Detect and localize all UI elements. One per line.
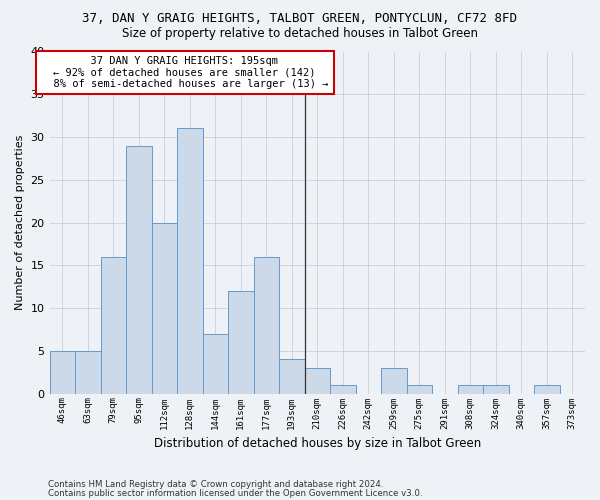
Bar (152, 222, 177, 394)
Bar (534, 385, 560, 394)
Text: 37, DAN Y GRAIG HEIGHTS, TALBOT GREEN, PONTYCLUN, CF72 8FD: 37, DAN Y GRAIG HEIGHTS, TALBOT GREEN, P… (83, 12, 517, 26)
Bar (203, 334, 228, 394)
Bar (483, 385, 509, 394)
Text: Contains HM Land Registry data © Crown copyright and database right 2024.: Contains HM Land Registry data © Crown c… (48, 480, 383, 489)
Bar (50, 351, 75, 394)
Text: Size of property relative to detached houses in Talbot Green: Size of property relative to detached ho… (122, 28, 478, 40)
Bar (381, 368, 407, 394)
Bar (330, 385, 356, 394)
Bar (254, 257, 279, 394)
Bar (126, 146, 152, 394)
Bar (458, 385, 483, 394)
Bar (101, 257, 126, 394)
X-axis label: Distribution of detached houses by size in Talbot Green: Distribution of detached houses by size … (154, 437, 481, 450)
Text: 37 DAN Y GRAIG HEIGHTS: 195sqm  
← 92% of detached houses are smaller (142)
  8%: 37 DAN Y GRAIG HEIGHTS: 195sqm ← 92% of … (41, 56, 328, 89)
Bar (75, 351, 101, 394)
Bar (228, 291, 254, 394)
Bar (305, 368, 330, 394)
Bar (279, 360, 305, 394)
Text: Contains public sector information licensed under the Open Government Licence v3: Contains public sector information licen… (48, 489, 422, 498)
Y-axis label: Number of detached properties: Number of detached properties (15, 135, 25, 310)
Bar (177, 128, 203, 394)
Bar (407, 385, 432, 394)
